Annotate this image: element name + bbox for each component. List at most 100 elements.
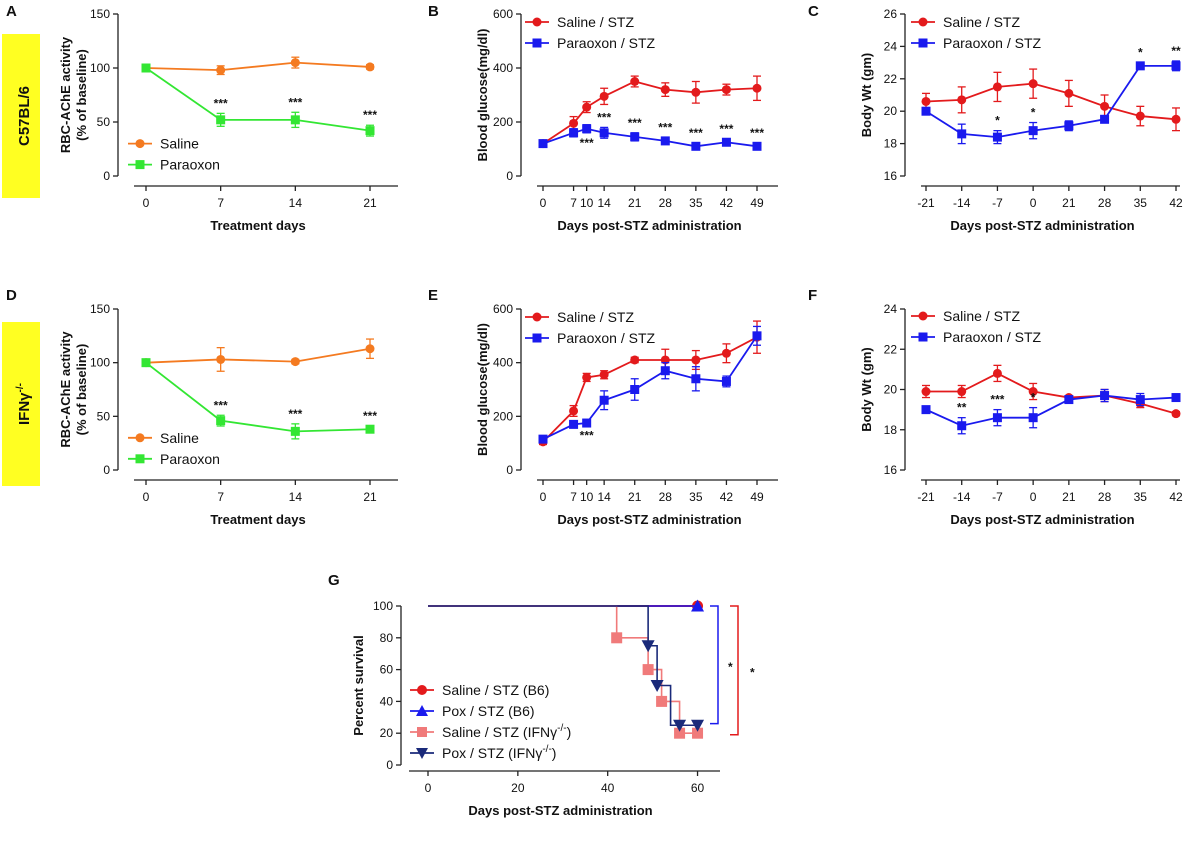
panel-letter-c: C xyxy=(808,3,819,20)
panel-letter-f: F xyxy=(808,287,817,304)
significance-label: ** xyxy=(957,401,967,415)
data-point xyxy=(957,129,967,139)
legend-label-main: Saline / STZ (IFNγ xyxy=(442,724,557,740)
y-tick-label: 400 xyxy=(493,356,513,370)
data-point xyxy=(365,62,375,72)
data-point xyxy=(1135,111,1145,121)
x-tick-label: 7 xyxy=(217,490,224,504)
legend-marker xyxy=(918,17,928,27)
survival-step-line xyxy=(428,605,698,727)
x-tick-label: 35 xyxy=(1134,490,1148,504)
series-paraoxon xyxy=(141,358,375,440)
x-tick-label: 20 xyxy=(511,781,525,795)
data-point xyxy=(660,136,670,146)
x-axis-label: Days post-STZ administration xyxy=(950,512,1134,527)
y-tick-label: 24 xyxy=(884,302,898,316)
legend-label-main: Pox / STZ (B6) xyxy=(442,703,535,719)
bracket-saline xyxy=(730,605,739,736)
legend-label: Pox / STZ (B6) xyxy=(442,703,535,719)
series-paraoxon-stz xyxy=(538,124,762,151)
x-tick-label: 42 xyxy=(720,196,734,210)
y-tick-label: 100 xyxy=(373,599,393,613)
panel-b: B 0 200 400 600 0 7 10 14 21 28 35 42 49 Days post-STZ… xyxy=(428,3,778,233)
data-point xyxy=(921,96,931,106)
data-point xyxy=(673,719,687,732)
data-point xyxy=(599,395,609,405)
data-point xyxy=(365,344,375,354)
panel-f: F 16 18 20 22 24 -21 -14 -7 0 21 28 35 42 Days post-ST… xyxy=(808,287,1183,527)
data-point xyxy=(216,115,226,125)
data-point xyxy=(721,376,731,386)
legend-label: Saline xyxy=(160,430,199,446)
data-point xyxy=(599,128,609,138)
y-tick-label: 24 xyxy=(884,39,898,53)
significance-label: *** xyxy=(628,116,642,130)
legend-label: Saline xyxy=(160,136,199,152)
y-tick-label: 150 xyxy=(90,302,110,316)
significance-label: *** xyxy=(658,121,672,135)
legend-label: Saline / STZ xyxy=(943,14,1020,30)
data-point xyxy=(141,358,151,368)
legend-marker xyxy=(135,139,145,149)
series-pox-stz-ifn- xyxy=(428,605,705,732)
panel-g: G 0 20 40 60 80 100 0 20 40 60 Days post-STZ admini… xyxy=(328,572,755,818)
data-point xyxy=(569,128,579,138)
y-axis-label-line2: (% of baseline) xyxy=(74,344,89,436)
axes-e xyxy=(520,309,778,481)
strain-label-ifng-main: IFNγ xyxy=(16,392,33,425)
data-point xyxy=(1064,395,1074,405)
x-axis-label: Days post-STZ administration xyxy=(557,512,741,527)
series-paraoxon-stz xyxy=(921,388,1181,435)
data-point xyxy=(992,368,1002,378)
data-point xyxy=(921,387,931,397)
x-tick-label: 60 xyxy=(691,781,705,795)
significance-label: *** xyxy=(750,126,764,140)
data-point xyxy=(582,418,592,428)
data-point xyxy=(992,413,1002,423)
data-point xyxy=(752,83,762,93)
bracket-pox xyxy=(710,605,719,725)
data-point xyxy=(691,599,705,612)
x-tick-label: 0 xyxy=(143,196,150,210)
x-axis-label: Days post-STZ administration xyxy=(557,218,741,233)
panel-d: D 0 50 100 150 0 7 14 21 Treatment days RBC-AChE a… xyxy=(6,287,398,527)
legend-label-sup: -/- xyxy=(557,723,566,734)
series-line xyxy=(926,372,1177,415)
x-tick-label: 14 xyxy=(289,196,303,210)
series-line xyxy=(145,61,371,72)
legend-marker xyxy=(417,685,427,695)
y-axis-label-line2: (% of baseline) xyxy=(74,49,89,141)
x-tick-label: -7 xyxy=(992,196,1003,210)
axes-c xyxy=(904,14,1180,187)
x-axis-label: Treatment days xyxy=(210,218,305,233)
significance-label: *** xyxy=(363,108,377,122)
series-line xyxy=(145,347,371,364)
panel-letter-d: D xyxy=(6,287,17,304)
legend-label: Saline / STZ xyxy=(557,309,634,325)
data-point xyxy=(290,357,300,367)
legend: Saline / STZ Paraoxon / STZ xyxy=(525,14,655,51)
legend-label: Saline / STZ (B6) xyxy=(442,682,549,698)
x-tick-label: 0 xyxy=(1030,196,1037,210)
y-tick-label: 0 xyxy=(386,758,393,772)
y-tick-label: 0 xyxy=(506,169,513,183)
legend-label: Saline / STZ (IFNγ-/-) xyxy=(442,723,571,740)
data-point xyxy=(582,124,592,134)
legend-label: Paraoxon / STZ xyxy=(943,35,1041,51)
panel-letter-e: E xyxy=(428,287,438,304)
legend-label: Paraoxon / STZ xyxy=(557,35,655,51)
data-point xyxy=(290,426,300,436)
legend-label: Saline / STZ xyxy=(943,308,1020,324)
legend-marker xyxy=(135,433,145,443)
legend: Saline / STZ Paraoxon / STZ xyxy=(911,14,1041,51)
significance-label: *** xyxy=(597,110,611,124)
y-tick-label: 600 xyxy=(493,7,513,21)
y-tick-label: 0 xyxy=(506,463,513,477)
y-tick-label: 0 xyxy=(103,169,110,183)
x-tick-label: 10 xyxy=(580,196,594,210)
legend-label-tail: ) xyxy=(567,724,572,740)
x-tick-label: 35 xyxy=(689,490,703,504)
panel-c: C 16 18 20 22 24 26 -21 -14 -7 0 21 28 35 42 Days post-… xyxy=(808,3,1183,233)
